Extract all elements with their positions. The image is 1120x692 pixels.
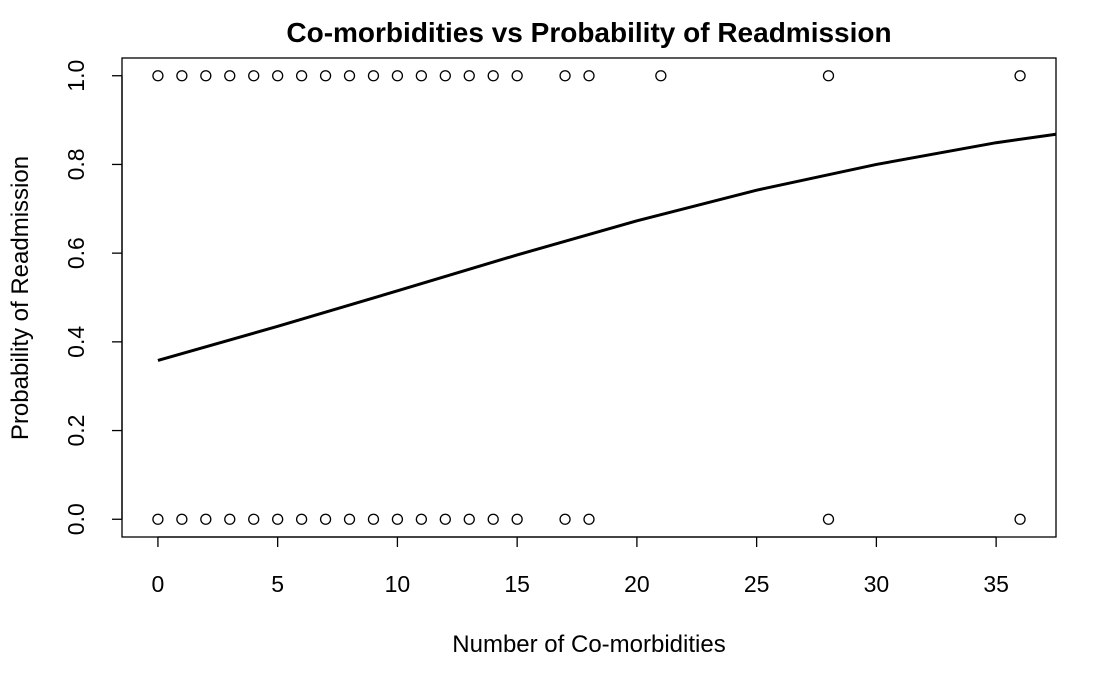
y-tick-label: 0.0 <box>63 503 89 535</box>
x-axis-label: Number of Co-morbidities <box>452 631 725 658</box>
x-axis: 0 5 10 15 20 25 30 35 <box>152 536 1009 597</box>
y-tick-label: 1.0 <box>63 60 89 92</box>
data-point <box>1014 70 1026 82</box>
data-point <box>367 513 380 525</box>
data-points <box>152 70 1026 525</box>
data-point <box>343 70 356 82</box>
fitted-curve <box>157 132 1057 362</box>
data-point <box>319 70 332 82</box>
chart-title: Co-morbidities vs Probability of Readmis… <box>286 17 891 48</box>
data-point <box>583 70 595 82</box>
data-point <box>439 513 451 525</box>
data-point <box>200 70 212 82</box>
data-point <box>559 70 571 82</box>
data-point <box>367 70 380 82</box>
data-point <box>487 70 499 82</box>
data-point <box>415 513 428 525</box>
data-point <box>822 70 835 82</box>
y-axis: 0.0 0.2 0.4 0.6 0.8 1.0 <box>63 60 123 535</box>
data-point <box>463 513 475 525</box>
data-point <box>391 70 404 82</box>
data-point <box>272 513 284 525</box>
data-point <box>1014 513 1026 525</box>
x-tick-label: 20 <box>624 571 650 597</box>
y-tick-label: 0.4 <box>63 326 89 358</box>
data-point <box>295 70 308 82</box>
data-point <box>152 70 164 82</box>
data-point <box>224 70 236 82</box>
x-tick-label: 35 <box>983 571 1009 597</box>
y-axis-label: Probability of Readmission <box>7 156 34 440</box>
data-point <box>415 70 428 82</box>
data-point <box>343 513 356 525</box>
data-point <box>822 513 835 525</box>
data-point <box>248 70 260 82</box>
data-point <box>391 513 404 525</box>
data-point <box>248 513 260 525</box>
data-point <box>511 513 523 525</box>
plot-area <box>121 57 1057 538</box>
x-tick-label: 5 <box>271 571 284 597</box>
y-tick-label: 0.6 <box>63 237 89 269</box>
x-tick-label: 15 <box>504 571 530 597</box>
data-point <box>152 513 164 525</box>
data-point <box>559 513 571 525</box>
data-point <box>224 513 236 525</box>
data-point <box>176 513 188 525</box>
x-tick-label: 10 <box>385 571 411 597</box>
data-point <box>583 513 595 525</box>
data-point <box>272 70 284 82</box>
x-tick-label: 30 <box>864 571 890 597</box>
data-point <box>487 513 499 525</box>
data-point <box>200 513 212 525</box>
data-point <box>463 70 475 82</box>
y-tick-label: 0.8 <box>63 148 89 180</box>
data-point <box>655 70 667 82</box>
data-point <box>511 70 523 82</box>
y-tick-label: 0.2 <box>63 415 89 447</box>
data-point <box>176 70 188 82</box>
x-tick-label: 25 <box>744 571 770 597</box>
x-tick-label: 0 <box>152 571 165 597</box>
data-point <box>439 70 451 82</box>
data-point <box>319 513 332 525</box>
data-point <box>295 513 308 525</box>
